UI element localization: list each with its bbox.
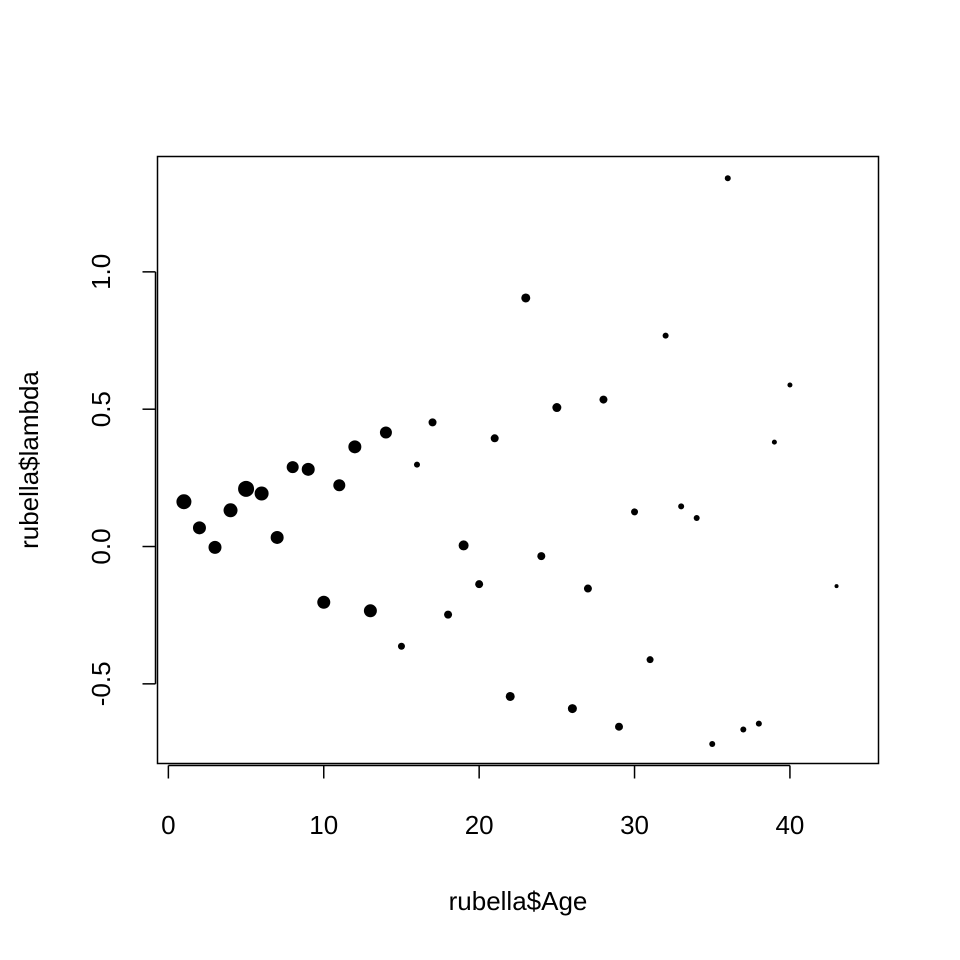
data-point <box>286 461 299 474</box>
data-point <box>348 440 362 454</box>
x-tick-label: 20 <box>465 810 494 840</box>
data-point <box>458 540 469 551</box>
data-point <box>755 720 762 727</box>
data-point <box>270 530 284 544</box>
data-point <box>724 175 731 182</box>
data-point <box>505 691 515 701</box>
data-point <box>631 508 639 516</box>
x-axis-label: rubella$Age <box>449 886 588 916</box>
y-tick-label: -0.5 <box>86 661 116 706</box>
data-point <box>363 604 377 618</box>
data-point <box>662 332 669 339</box>
data-point <box>176 494 192 510</box>
plot-frame <box>156 155 880 765</box>
data-point <box>490 434 499 443</box>
data-point <box>301 462 315 476</box>
data-point <box>413 461 420 468</box>
data-point <box>537 552 546 561</box>
data-point <box>678 503 685 510</box>
y-tick-label: 0.5 <box>86 391 116 427</box>
data-point <box>238 480 255 497</box>
data-point <box>521 293 531 303</box>
data-point <box>740 726 747 733</box>
y-tick-label: 1.0 <box>86 254 116 290</box>
x-tick-label: 10 <box>309 810 338 840</box>
data-point <box>333 479 346 492</box>
data-point <box>208 540 222 554</box>
data-points <box>176 175 839 747</box>
data-point <box>771 439 777 445</box>
data-point <box>693 514 700 521</box>
data-point <box>379 426 392 439</box>
y-axis-label: rubella$lambda <box>14 371 44 549</box>
data-point <box>646 656 654 664</box>
x-tick-label: 30 <box>620 810 649 840</box>
data-point <box>615 722 624 731</box>
data-point <box>397 642 405 650</box>
x-axis: 0 10 20 30 40 <box>161 764 804 840</box>
data-point <box>552 403 562 413</box>
data-point <box>599 395 608 404</box>
x-tick-label: 40 <box>775 810 804 840</box>
data-point <box>787 382 793 388</box>
data-point <box>709 740 716 747</box>
data-point <box>428 418 437 427</box>
y-tick-label: 0.0 <box>86 528 116 564</box>
data-point <box>475 580 484 589</box>
data-point <box>583 584 592 593</box>
data-point <box>444 610 453 619</box>
data-point <box>254 486 269 501</box>
data-point <box>192 521 206 535</box>
data-point <box>567 704 577 714</box>
x-tick-label: 0 <box>161 810 175 840</box>
y-axis: -0.5 0.0 0.5 1.0 <box>86 254 157 706</box>
data-point <box>223 503 238 518</box>
data-point <box>317 595 331 609</box>
data-point <box>834 584 839 589</box>
